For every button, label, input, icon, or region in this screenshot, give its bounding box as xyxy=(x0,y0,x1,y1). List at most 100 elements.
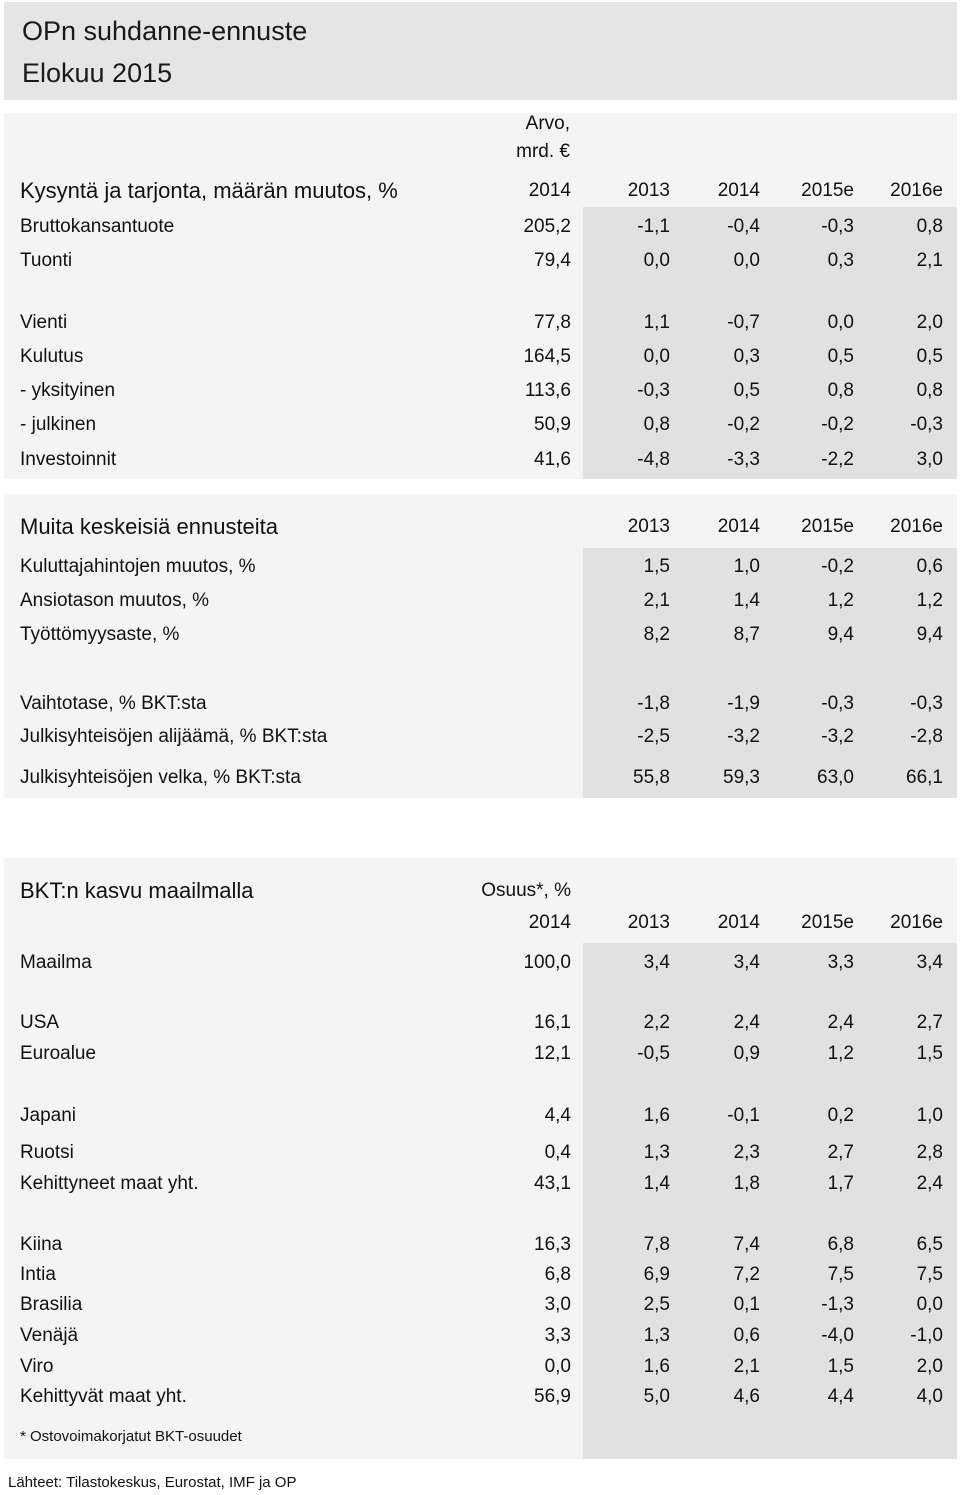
row-cell: 59,3 xyxy=(723,767,760,788)
row-cell: 3,0 xyxy=(916,449,943,470)
row-cell: 3,4 xyxy=(733,952,760,973)
row-cell: -1,3 xyxy=(821,1294,854,1315)
row-cell: 1,0 xyxy=(916,1105,943,1126)
table-row-kiina: Kiina 16,3 7,8 7,4 6,8 6,5 xyxy=(4,1230,957,1260)
value-unit-label: Arvo, mrd. € xyxy=(516,113,570,162)
row-cell: 4,4 xyxy=(827,1386,854,1407)
row-cell: 8,7 xyxy=(733,624,760,645)
year-header: 2016e xyxy=(890,912,943,933)
row-cell: 0,8 xyxy=(916,380,943,401)
table-row-brasilia: Brasilia 3,0 2,5 0,1 -1,3 0,0 xyxy=(4,1290,957,1320)
row-label: Julkisyhteisöjen velka, % BKT:sta xyxy=(20,767,301,788)
report-header: OPn suhdanne-ennuste Elokuu 2015 xyxy=(4,2,957,100)
row-label: - yksityinen xyxy=(20,380,116,401)
row-cell: 7,5 xyxy=(827,1264,854,1285)
row-cell: 7,8 xyxy=(643,1234,670,1255)
row-cell: 5,0 xyxy=(643,1386,670,1407)
row-cell: 0,0 xyxy=(733,250,760,271)
row-cell: -0,3 xyxy=(910,693,943,714)
row-label: Intia xyxy=(20,1264,56,1285)
year-header: 2013 xyxy=(627,516,670,537)
row-cell: -0,1 xyxy=(727,1105,760,1126)
row-label: USA xyxy=(20,1012,60,1033)
demand-supply-header-row: Kysyntä ja tarjonta, määrän muutos, % 20… xyxy=(4,176,957,206)
year-header: 2014 xyxy=(717,180,760,201)
year-header: 2013 xyxy=(627,912,670,933)
row-cell: 2,2 xyxy=(643,1012,670,1033)
row-cell: 0,3 xyxy=(733,346,760,367)
row-cell: -0,7 xyxy=(727,312,760,333)
row-cell: 9,4 xyxy=(827,624,854,645)
footnote: * Ostovoimakorjatut BKT-osuudet xyxy=(20,1428,242,1445)
row-label: Maailma xyxy=(20,952,92,973)
row-cell: 6,8 xyxy=(827,1234,854,1255)
table-row-maailma: Maailma 100,0 3,4 3,4 3,3 3,4 xyxy=(4,948,957,978)
table-row-venaja: Venäjä 3,3 1,3 0,6 -4,0 -1,0 xyxy=(4,1321,957,1351)
table-row-vienti: Vienti 77,8 1,1 -0,7 0,0 2,0 xyxy=(4,308,957,338)
key-forecasts-title: Muita keskeisiä ennusteita xyxy=(20,514,279,539)
row-label: Vienti xyxy=(20,312,68,333)
row-label: Vaihtotase, % BKT:sta xyxy=(20,693,207,714)
row-cell: -1,8 xyxy=(637,693,670,714)
row-value: 56,9 xyxy=(534,1386,571,1407)
row-cell: 55,8 xyxy=(633,767,670,788)
row-cell: 7,5 xyxy=(916,1264,943,1285)
table-row-investoinnit: Investoinnit 41,6 -4,8 -3,3 -2,2 3,0 xyxy=(4,445,957,475)
row-value: 113,6 xyxy=(524,380,571,401)
row-cell: 1,2 xyxy=(827,590,854,611)
row-value: 3,3 xyxy=(544,1325,571,1346)
table-row-euroalue: Euroalue 12,1 -0,5 0,9 1,2 1,5 xyxy=(4,1039,957,1069)
row-value: 16,3 xyxy=(534,1234,571,1255)
row-cell: -2,5 xyxy=(637,726,670,747)
row-cell: 0,0 xyxy=(916,1294,943,1315)
row-cell: 1,5 xyxy=(643,556,670,577)
row-cell: -2,2 xyxy=(821,449,854,470)
row-cell: 66,1 xyxy=(906,767,943,788)
table-row-ruotsi: Ruotsi 0,4 1,3 2,3 2,7 2,8 xyxy=(4,1138,957,1168)
row-cell: 2,1 xyxy=(733,1356,760,1377)
row-label: Venäjä xyxy=(20,1325,79,1346)
row-cell: 1,2 xyxy=(827,1043,854,1064)
table-row-kehittyvat: Kehittyvät maat yht. 56,9 5,0 4,6 4,4 4,… xyxy=(4,1382,957,1412)
table-row-ansiotaso: Ansiotason muutos, % 2,1 1,4 1,2 1,2 xyxy=(4,586,957,616)
value-year: 2014 xyxy=(528,912,571,933)
row-cell: 0,6 xyxy=(733,1325,760,1346)
world-gdp-shade xyxy=(583,943,957,1459)
row-label: Kiina xyxy=(20,1234,63,1255)
report-subtitle: Elokuu 2015 xyxy=(22,58,173,88)
row-label: Viro xyxy=(20,1356,54,1377)
row-cell: 1,5 xyxy=(916,1043,943,1064)
row-cell: 2,0 xyxy=(916,1356,943,1377)
year-header: 2014 xyxy=(717,516,760,537)
row-cell: 1,1 xyxy=(643,312,670,333)
row-cell: 2,1 xyxy=(916,250,943,271)
row-cell: 1,3 xyxy=(643,1142,670,1163)
row-value: 100,0 xyxy=(523,952,571,973)
year-header: 2015e xyxy=(801,180,854,201)
row-cell: 3,4 xyxy=(643,952,670,973)
sources-line: Lähteet: Tilastokeskus, Eurostat, IMF ja… xyxy=(8,1474,297,1491)
row-cell: 2,7 xyxy=(916,1012,943,1033)
table-row-viro: Viro 0,0 1,6 2,1 1,5 2,0 xyxy=(4,1352,957,1382)
row-cell: 1,3 xyxy=(643,1325,670,1346)
row-cell: 0,2 xyxy=(827,1105,854,1126)
row-cell: 3,3 xyxy=(827,952,854,973)
year-header: 2015e xyxy=(801,912,854,933)
row-cell: 1,2 xyxy=(916,590,943,611)
row-cell: 0,9 xyxy=(733,1043,760,1064)
row-cell: 2,5 xyxy=(643,1294,670,1315)
row-cell: 9,4 xyxy=(916,624,943,645)
year-header: 2015e xyxy=(801,516,854,537)
row-cell: -3,2 xyxy=(821,726,854,747)
row-label: Työttömyysaste, % xyxy=(20,624,180,645)
row-cell: 6,9 xyxy=(643,1264,670,1285)
row-cell: 1,0 xyxy=(733,556,760,577)
row-label: Kulutus xyxy=(20,346,84,367)
share-label: Osuus*, % xyxy=(481,880,571,901)
row-label: - julkinen xyxy=(20,414,97,435)
row-cell: 1,4 xyxy=(733,590,760,611)
row-cell: 2,0 xyxy=(916,312,943,333)
table-row-alijaama: Julkisyhteisöjen alijäämä, % BKT:sta -2,… xyxy=(4,722,957,752)
row-cell: 0,1 xyxy=(733,1294,760,1315)
row-label: Euroalue xyxy=(20,1043,97,1064)
